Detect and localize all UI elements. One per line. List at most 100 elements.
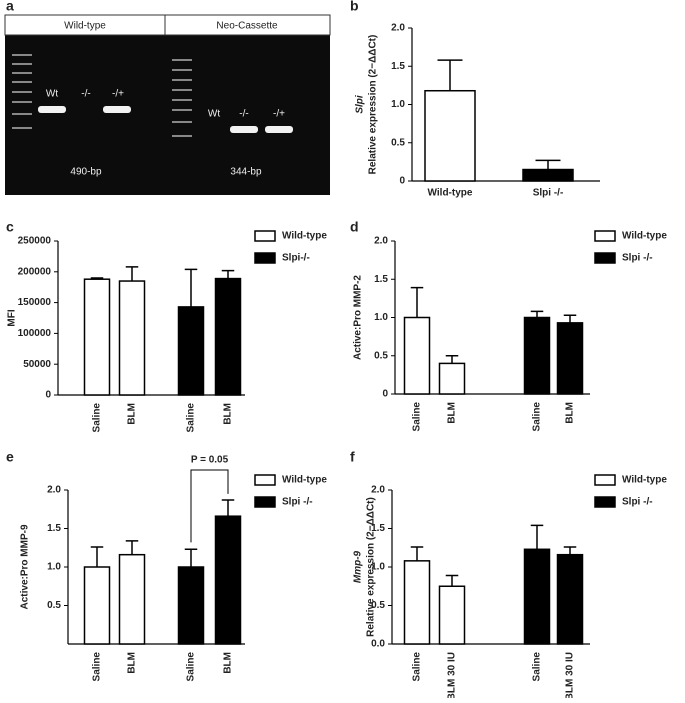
y-tick-label: 0.5 bbox=[47, 600, 61, 611]
gel-image: Wild-type Neo-Cassette Wt -/- -/+ Wt -/-… bbox=[4, 14, 331, 195]
lane-label: -/- bbox=[81, 89, 90, 100]
bar bbox=[438, 585, 466, 645]
error-bar bbox=[530, 310, 544, 318]
legend-swatch bbox=[254, 230, 276, 242]
gel-band bbox=[230, 126, 258, 133]
legend-label: Wild-type bbox=[622, 475, 667, 486]
y-tick-label: 1.5 bbox=[391, 61, 405, 72]
y-axis-label: Active:Pro MMP-2 bbox=[353, 275, 364, 360]
gel-title: Wild-type bbox=[64, 21, 106, 32]
legend-swatch bbox=[594, 474, 616, 486]
x-tick-label: Saline bbox=[532, 652, 543, 682]
y-axis-label: Relative expression (2−ΔΔCt) bbox=[366, 497, 377, 637]
y-tick-label: 0.5 bbox=[391, 137, 405, 148]
legend-label: Wild-type bbox=[282, 475, 327, 486]
bar bbox=[118, 280, 146, 396]
error-bar bbox=[90, 277, 104, 280]
legend-label: Slpi-/- bbox=[282, 253, 310, 264]
bar bbox=[83, 566, 111, 645]
panel-label: b bbox=[350, 0, 359, 14]
lane-label: -/+ bbox=[112, 89, 124, 100]
y-axis-label: MFI bbox=[7, 309, 18, 326]
x-tick-label: BLM bbox=[127, 403, 138, 425]
y-tick-label: 0.5 bbox=[374, 350, 388, 361]
y-tick-label: 1.0 bbox=[371, 562, 385, 573]
x-tick-label: Saline bbox=[186, 403, 197, 433]
error-bar bbox=[221, 269, 235, 279]
x-tick-label: BLM bbox=[223, 403, 234, 425]
y-tick-label: 2.0 bbox=[391, 23, 405, 34]
x-tick-label: BLM 30 IU bbox=[565, 652, 576, 698]
significance-bracket bbox=[190, 469, 229, 543]
panel-label: a bbox=[6, 0, 14, 14]
x-tick-label: Saline bbox=[412, 652, 423, 682]
x-tick-label: BLM bbox=[565, 402, 576, 424]
error-bar bbox=[445, 574, 459, 587]
y-tick-label: 0.0 bbox=[371, 639, 385, 650]
lane-label: -/+ bbox=[273, 109, 285, 120]
x-tick-label: Saline bbox=[532, 402, 543, 432]
legend-label: Wild-type bbox=[282, 231, 327, 242]
legend-swatch bbox=[594, 230, 616, 242]
y-tick-label: 0 bbox=[382, 389, 388, 400]
bar bbox=[522, 168, 574, 182]
gel-band bbox=[265, 126, 293, 133]
legend-label: Wild-type bbox=[622, 231, 667, 242]
x-tick-label: BLM bbox=[447, 402, 458, 424]
y-tick-label: 2.0 bbox=[374, 236, 388, 247]
y-tick-label: 0 bbox=[399, 176, 405, 187]
x-tick-label: BLM 30 IU bbox=[447, 652, 458, 698]
bar bbox=[118, 553, 146, 645]
bar bbox=[556, 553, 584, 645]
x-tick-label: BLM bbox=[223, 652, 234, 674]
error-bar bbox=[410, 286, 424, 318]
error-bar bbox=[221, 499, 235, 517]
annotation: P = 0.05 bbox=[191, 455, 229, 466]
legend-label: Slpi -/- bbox=[282, 497, 313, 508]
lane-label: Wt bbox=[208, 109, 220, 120]
error-bar bbox=[125, 266, 139, 282]
legend-label: Slpi -/- bbox=[622, 497, 653, 508]
y-tick-label: 100000 bbox=[18, 328, 52, 339]
y-axis-label: Slpi bbox=[355, 95, 366, 114]
y-axis-label: Mmp-9 bbox=[353, 550, 364, 583]
y-tick-label: 0 bbox=[45, 390, 51, 401]
error-bar bbox=[563, 546, 577, 555]
y-tick-label: 200000 bbox=[18, 266, 52, 277]
y-tick-label: 2.0 bbox=[371, 485, 385, 496]
error-bar bbox=[563, 314, 577, 323]
y-tick-label: 1.0 bbox=[391, 99, 405, 110]
x-tick-label: Saline bbox=[92, 403, 103, 433]
y-tick-label: 1.5 bbox=[371, 523, 385, 534]
panel-label: d bbox=[350, 219, 359, 235]
gel-background bbox=[5, 15, 330, 195]
legend-label: Slpi -/- bbox=[622, 253, 653, 264]
error-bar bbox=[184, 268, 198, 307]
y-tick-label: 2.0 bbox=[47, 485, 61, 496]
y-tick-label: 1.0 bbox=[47, 562, 61, 573]
x-tick-label: Saline bbox=[412, 402, 423, 432]
legend-swatch bbox=[254, 252, 276, 264]
gel-title: Neo-Cassette bbox=[216, 21, 278, 32]
ladder bbox=[12, 54, 192, 137]
bar bbox=[523, 316, 551, 395]
y-tick-label: 250000 bbox=[18, 236, 52, 247]
gel-header bbox=[164, 14, 331, 36]
bar bbox=[403, 316, 431, 395]
y-tick-label: 150000 bbox=[18, 297, 52, 308]
error-bar bbox=[410, 546, 424, 561]
panel-label: c bbox=[6, 219, 14, 235]
y-tick-label: 1.0 bbox=[374, 312, 388, 323]
y-tick-label: 0.5 bbox=[371, 600, 385, 611]
x-tick-label: Saline bbox=[186, 652, 197, 682]
bar bbox=[177, 306, 205, 396]
error-bar bbox=[125, 540, 139, 555]
band-size: 344-bp bbox=[230, 167, 262, 178]
error-bar bbox=[535, 159, 561, 170]
error-bar bbox=[530, 524, 544, 550]
y-axis-label: Relative expression (2−ΔΔCt) bbox=[368, 35, 379, 175]
bar bbox=[424, 89, 476, 182]
panel-label: f bbox=[350, 449, 355, 465]
